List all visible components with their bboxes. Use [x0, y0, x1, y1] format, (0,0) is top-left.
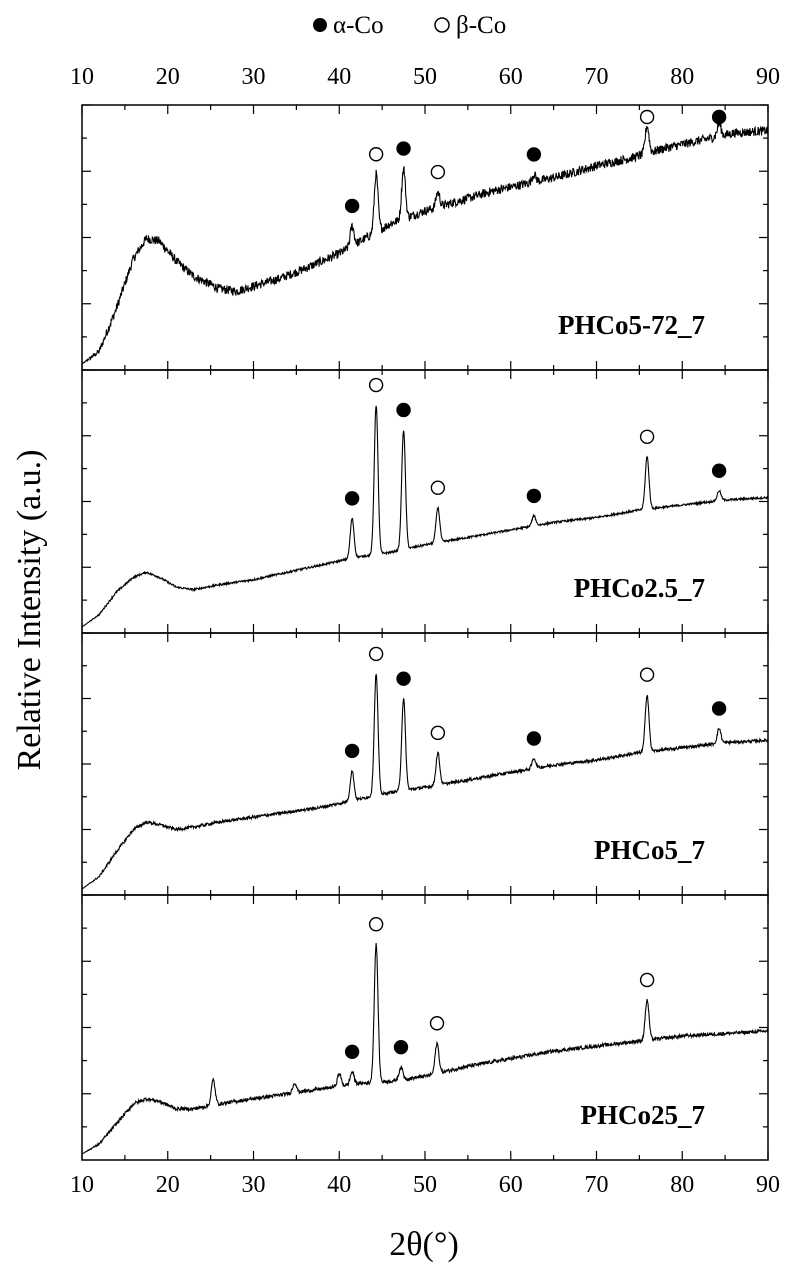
y-axis-title: Relative Intensity (a.u.)	[11, 449, 48, 770]
alpha-co-marker	[396, 671, 411, 686]
bottom-x-tick-label: 40	[327, 1172, 351, 1198]
panel-1: PHCo5-72_7	[81, 104, 769, 371]
bottom-x-tick-label: 30	[242, 1172, 266, 1198]
alpha-co-marker	[344, 1044, 360, 1059]
top-x-tick-label: 30	[242, 64, 266, 90]
bottom-x-tick-label: 90	[756, 1172, 780, 1198]
alpha-co-marker	[711, 463, 727, 478]
beta-co-legend-label: β-Co	[456, 12, 506, 39]
panel-2: PHCo2.5_7	[81, 369, 769, 634]
alpha-co-marker	[711, 701, 727, 716]
alpha-co-marker	[344, 198, 360, 214]
sample-label: PHCo25_7	[581, 1100, 706, 1130]
beta-co-marker	[639, 109, 655, 125]
sample-label: PHCo5_7	[594, 835, 705, 865]
beta-co-marker	[368, 646, 384, 662]
top-x-tick-label: 10	[70, 64, 94, 90]
top-x-axis: 10 20 30 40 50 60 70 80 90	[70, 64, 780, 90]
top-x-tick-label: 40	[327, 64, 351, 90]
alpha-co-marker	[526, 731, 542, 746]
beta-co-marker	[639, 972, 655, 988]
beta-co-marker	[430, 164, 446, 180]
alpha-co-marker	[396, 141, 411, 156]
alpha-co-marker	[711, 109, 727, 125]
xrd-pattern-line	[81, 943, 769, 1155]
bottom-x-tick-label: 70	[585, 1172, 609, 1198]
legend: α-Co β-Co	[313, 12, 506, 39]
panel-3: PHCo5_7	[81, 632, 769, 896]
sample-label: PHCo5-72_7	[558, 310, 705, 340]
beta-co-marker	[368, 377, 384, 393]
beta-co-marker	[639, 667, 655, 682]
beta-co-marker	[368, 147, 384, 162]
alpha-co-legend-marker	[313, 18, 327, 32]
alpha-co-marker	[344, 491, 360, 506]
bottom-x-tick-label: 60	[499, 1172, 523, 1198]
xrd-pattern-line	[81, 673, 769, 890]
beta-co-marker	[429, 1016, 445, 1031]
top-x-tick-label: 60	[499, 64, 523, 90]
panel-4: PHCo25_7	[81, 894, 769, 1161]
top-x-tick-label: 90	[756, 64, 780, 90]
top-x-tick-label: 20	[156, 64, 180, 90]
beta-co-marker	[368, 917, 384, 932]
beta-co-marker	[639, 429, 655, 444]
bottom-x-tick-label: 80	[670, 1172, 694, 1198]
alpha-co-legend-label: α-Co	[333, 12, 384, 39]
beta-co-marker	[430, 725, 446, 741]
bottom-x-tick-label: 10	[70, 1172, 94, 1198]
beta-co-marker	[430, 480, 446, 495]
bottom-x-axis: 10 20 30 40 50 60 70 80 90	[70, 1172, 780, 1198]
top-x-tick-label: 50	[413, 64, 437, 90]
bottom-x-tick-label: 50	[413, 1172, 437, 1198]
beta-co-legend-marker	[434, 17, 450, 33]
top-x-tick-label: 70	[585, 64, 609, 90]
top-x-tick-label: 80	[670, 64, 694, 90]
xrd-pattern-line	[81, 405, 769, 628]
alpha-co-marker	[393, 1039, 409, 1055]
alpha-co-marker	[526, 488, 542, 504]
bottom-x-tick-label: 20	[156, 1172, 180, 1198]
alpha-co-marker	[396, 402, 411, 418]
alpha-co-marker	[526, 147, 542, 162]
sample-label: PHCo2.5_7	[574, 573, 705, 603]
x-axis-title: 2θ(°)	[389, 1226, 459, 1263]
alpha-co-marker	[344, 743, 360, 759]
xrd-pattern-line	[81, 122, 769, 365]
panels: PHCo5-72_7 PHCo2.5_7 PHCo5_7 PHCo25_7	[81, 104, 769, 1161]
